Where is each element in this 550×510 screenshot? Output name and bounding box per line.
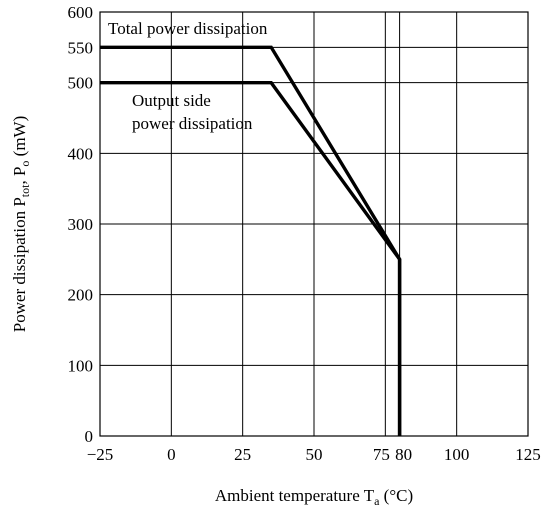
x-axis-label: Ambient temperature Ta (°C) <box>215 486 413 508</box>
y-axis-label-sub1: tot <box>18 184 32 197</box>
grid-lines <box>100 12 528 436</box>
plot-frame <box>99 11 529 437</box>
series-output-power-line <box>100 80 402 436</box>
y-tick-label: 500 <box>68 74 94 93</box>
x-tick-label: 75 <box>373 445 390 464</box>
x-tick-label: 25 <box>234 445 251 464</box>
x-tick-label: 125 <box>515 445 541 464</box>
annotation-output-line2: power dissipation <box>132 114 253 133</box>
x-tick-label: 0 <box>167 445 176 464</box>
y-tick-label: 550 <box>68 38 94 57</box>
annotation-output-line1: Output side <box>132 91 211 110</box>
y-axis-label: Power dissipation Ptot, Po (mW) <box>10 116 32 333</box>
y-axis-label-sub2: o <box>18 161 32 167</box>
y-tick-label: 300 <box>68 215 94 234</box>
y-tick-label: 600 <box>68 3 94 22</box>
x-axis-label-sub: a <box>374 494 380 508</box>
y-axis-label-main: Power dissipation P <box>10 197 29 332</box>
x-axis-label-main: Ambient temperature T <box>215 486 375 505</box>
annotation-total: Total power dissipation <box>108 19 268 38</box>
x-tick-label: 100 <box>444 445 470 464</box>
y-axis-label-unit: (mW) <box>10 116 29 161</box>
x-tick-label: −25 <box>87 445 114 464</box>
y-tick-label: 200 <box>68 286 94 305</box>
x-tick-label: 80 <box>395 445 412 464</box>
series-layer <box>100 45 402 436</box>
y-tick-label: 100 <box>68 356 94 375</box>
y-tick-label: 400 <box>68 144 94 163</box>
x-tick-label: 50 <box>306 445 323 464</box>
y-tick-label: 0 <box>85 427 94 446</box>
y-axis-label-mid: , P <box>10 167 29 185</box>
x-axis-label-unit: (°C) <box>379 486 413 505</box>
